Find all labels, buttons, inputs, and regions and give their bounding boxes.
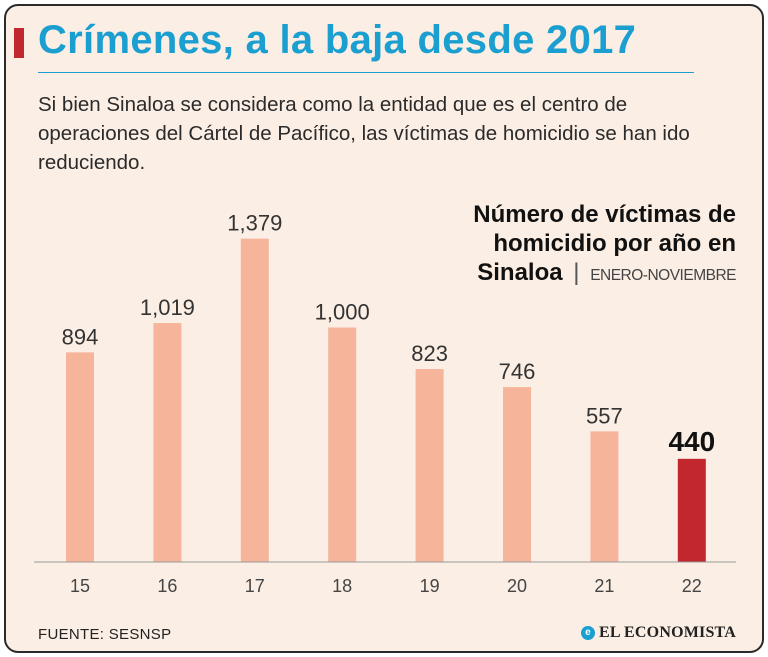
- x-tick-label-20: 20: [507, 576, 527, 596]
- chart-title-main: Número de víctimas de homicidio por año …: [473, 201, 736, 286]
- value-label-20: 746: [499, 359, 536, 384]
- x-tick-label-15: 15: [70, 576, 90, 596]
- x-tick-label-16: 16: [157, 576, 177, 596]
- title-divider: [38, 72, 694, 73]
- value-label-19: 823: [411, 341, 448, 366]
- value-label-18: 1,000: [315, 300, 370, 325]
- chart-title-period: ENERO-NOVIEMBRE: [590, 267, 736, 284]
- subtitle: Si bien Sinaloa se considera como la ent…: [38, 93, 690, 174]
- bar-15: [66, 352, 94, 562]
- x-tick-label-17: 17: [245, 576, 265, 596]
- value-label-21: 557: [586, 403, 623, 428]
- chart-title-separator: |: [573, 259, 580, 286]
- infographic-card: Crímenes, a la baja desde 2017 Si bien S…: [4, 4, 764, 653]
- brand-name: EL ECONOMISTA: [599, 624, 736, 641]
- value-label-16: 1,019: [140, 295, 195, 320]
- chart-title: Número de víctimas de homicidio por año …: [406, 200, 736, 290]
- source-note: FUENTE: SESNSP: [38, 626, 172, 643]
- value-label-15: 894: [62, 324, 99, 349]
- brand-logo: e EL ECONOMISTA: [581, 624, 736, 642]
- x-tick-label-18: 18: [332, 576, 352, 596]
- x-tick-label-19: 19: [420, 576, 440, 596]
- page-title: Crímenes, a la baja desde 2017: [38, 18, 637, 62]
- bar-22: [677, 458, 706, 562]
- bar-20: [503, 387, 531, 562]
- bar-chart: 894 15 1,019 16 1,379 17 1,000 18 823 19 746 20 557 2…: [34, 211, 736, 596]
- value-label-22: 440: [668, 426, 715, 457]
- bar-21: [590, 431, 619, 562]
- x-tick-label-21: 21: [594, 576, 614, 596]
- x-tick-label-22: 22: [682, 576, 702, 596]
- value-label-17: 1,379: [227, 211, 282, 236]
- bar-16: [153, 323, 182, 562]
- bar-17: [240, 238, 269, 563]
- title-accent-bar: [14, 28, 24, 58]
- e-logo-icon: e: [581, 626, 595, 640]
- bar-18: [328, 327, 357, 562]
- bar-19: [415, 369, 444, 562]
